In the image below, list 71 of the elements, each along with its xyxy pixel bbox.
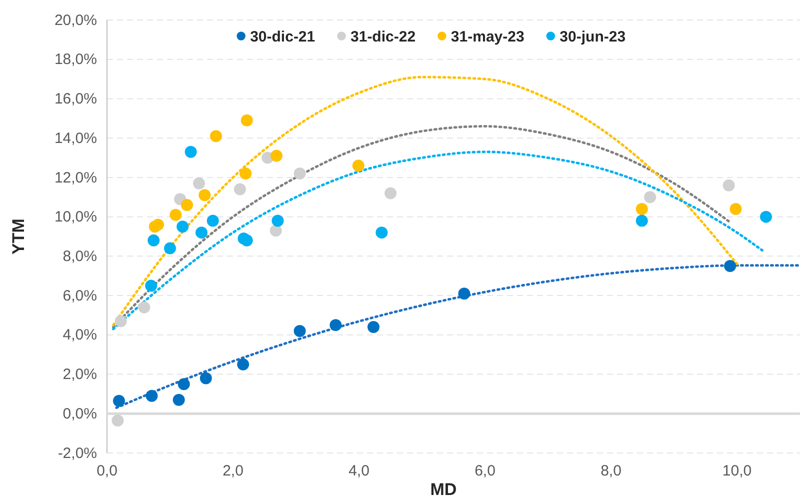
point: [172, 394, 185, 406]
point: [636, 202, 648, 215]
legend-label: 31-may-23: [450, 28, 524, 46]
point: [240, 234, 253, 246]
x-tick-label: 0,0: [96, 462, 118, 480]
point: [178, 378, 190, 390]
y-tick-label: 12,0%: [54, 169, 97, 186]
point: [237, 358, 250, 370]
point: [138, 301, 150, 314]
point: [176, 220, 189, 233]
point: [367, 321, 380, 334]
point: [294, 324, 306, 337]
x-tick-label: 6,0: [474, 462, 496, 480]
point: [294, 168, 306, 180]
point: [352, 160, 364, 172]
point: [270, 150, 282, 162]
y-tick-label: 0,0%: [62, 405, 97, 422]
line-series: [112, 150, 764, 330]
x-axis-title: MD: [430, 480, 457, 497]
y-tick-label: 8,0%: [62, 248, 97, 265]
point: [376, 226, 388, 239]
point: [210, 130, 222, 142]
legend-label: 30-jun-23: [560, 28, 626, 46]
x-tick-label: 8,0: [600, 462, 622, 480]
point: [114, 315, 127, 328]
point: [722, 179, 735, 192]
y-tick-label: 14,0%: [54, 130, 97, 147]
y-tick-label: 18,0%: [54, 51, 97, 68]
point: [458, 288, 470, 300]
point: [240, 114, 253, 126]
point: [200, 372, 212, 384]
point: [146, 390, 158, 402]
point: [636, 214, 648, 227]
line-series: [112, 76, 738, 326]
legend-label: 30-dic-21: [250, 28, 316, 46]
y-tick-label: 20,0%: [54, 12, 97, 29]
point: [330, 319, 342, 332]
point: [240, 168, 252, 180]
x-tick-label: 2,0: [222, 462, 244, 480]
point: [384, 187, 396, 200]
point: [181, 199, 194, 211]
point: [730, 202, 742, 215]
point: [206, 214, 219, 227]
point: [112, 394, 125, 407]
point: [760, 210, 772, 223]
point: [164, 242, 176, 254]
point: [112, 414, 124, 427]
point: [198, 189, 211, 202]
point: [644, 191, 656, 204]
point: [170, 208, 182, 221]
x-tick-label: 4,0: [348, 462, 370, 480]
point: [184, 146, 197, 158]
y-tick-label: 10,0%: [54, 208, 97, 226]
point: [152, 218, 164, 231]
point: [270, 224, 282, 237]
y-tick-label: 6,0%: [62, 287, 97, 304]
y-tick-label: 16,0%: [54, 90, 97, 108]
x-tick-label: 10,0: [722, 462, 752, 480]
point: [196, 226, 208, 239]
point: [272, 214, 284, 227]
y-tick-label: 2,0%: [62, 366, 97, 384]
point: [724, 260, 736, 272]
y-tick-label: 4,0%: [62, 326, 97, 344]
y-tick-label: -2,0%: [58, 444, 97, 462]
y-axis-title: YTM: [9, 218, 28, 254]
point: [148, 234, 160, 246]
point: [192, 177, 205, 190]
legend-label: 31-dic-22: [350, 28, 416, 46]
line-series: [112, 125, 732, 328]
point: [145, 280, 158, 292]
point: [234, 183, 246, 196]
